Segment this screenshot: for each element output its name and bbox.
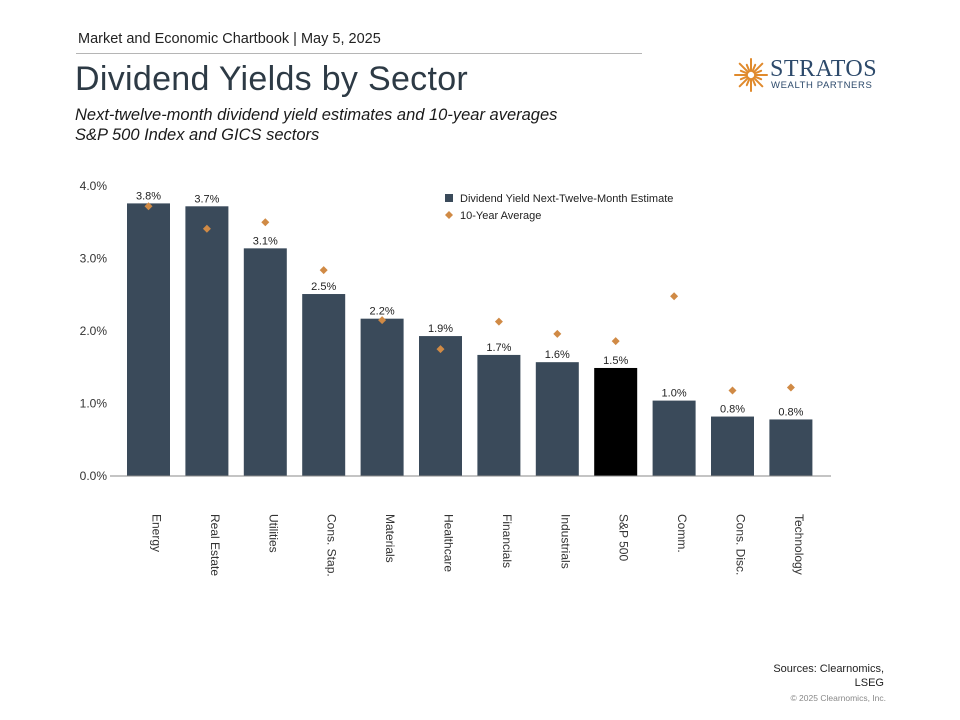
page-title: Dividend Yields by Sector: [75, 60, 469, 98]
bar-value-label: 3.8%: [136, 190, 161, 202]
category-label: Comm.: [675, 514, 689, 553]
ten-year-average-marker: [494, 317, 503, 326]
sunburst-ray: [753, 69, 763, 75]
bar-cons-disc: [711, 416, 754, 476]
y-tick-label: 2.0%: [80, 324, 108, 338]
ten-year-average-marker: [319, 266, 328, 275]
ten-year-average-marker: [378, 316, 387, 325]
category-label: S&P 500: [617, 514, 631, 561]
sunburst-ray: [739, 69, 749, 75]
y-tick-label: 0.0%: [80, 469, 108, 483]
bar-value-label: 1.0%: [662, 388, 687, 400]
bar-energy: [127, 203, 170, 476]
bar-value-label: 1.6%: [545, 349, 570, 361]
subtitle-line-2: S&P 500 Index and GICS sectors: [75, 126, 320, 144]
sunburst-ray: [751, 63, 757, 73]
bar-materials: [360, 318, 404, 476]
bar-cons-stap: [302, 294, 346, 476]
bar-comm: [652, 400, 696, 476]
ten-year-average-marker: [436, 345, 445, 354]
sources-line-1: Sources: Clearnomics,: [773, 663, 884, 675]
bar-value-label: 2.2%: [370, 306, 395, 318]
sunburst-ray: [752, 62, 764, 74]
sunburst-ray: [753, 75, 763, 81]
category-label: Real Estate: [208, 514, 222, 576]
bar-s-p-500: [594, 367, 638, 476]
bar-value-label: 2.5%: [311, 281, 336, 293]
bar-technology: [769, 419, 813, 476]
sunburst-ray: [752, 76, 764, 88]
category-label: Materials: [383, 514, 397, 563]
logo-name: STRATOS: [770, 56, 878, 82]
bar-real-estate: [185, 206, 229, 477]
bar-value-label: 3.7%: [194, 193, 219, 205]
y-tick-label: 1.0%: [80, 397, 108, 411]
sunburst-ray: [738, 76, 750, 88]
category-label: Utilities: [266, 514, 280, 553]
category-label: Healthcare: [442, 514, 456, 572]
ten-year-average-marker: [144, 202, 153, 211]
bar-industrials: [535, 362, 579, 476]
legend-label-average: 10-Year Average: [460, 210, 541, 222]
copyright: © 2025 Clearnomics, Inc.: [790, 693, 886, 703]
logo: STRATOS WEALTH PARTNERS: [734, 56, 894, 96]
chartbook-header: Market and Economic Chartbook | May 5, 2…: [78, 31, 381, 47]
ten-year-average-marker: [202, 224, 211, 233]
bar-financials: [477, 354, 521, 476]
category-label: Cons. Disc.: [734, 514, 748, 575]
category-label: Financials: [500, 514, 514, 568]
category-label: Cons. Stap.: [325, 514, 339, 577]
ten-year-average-marker: [670, 292, 679, 301]
bar-healthcare: [419, 336, 462, 476]
bar-value-label: 0.8%: [720, 404, 745, 416]
subtitle-line-1: Next-twelve-month dividend yield estimat…: [75, 106, 558, 124]
sunburst-ray: [745, 63, 751, 73]
category-label: Energy: [150, 514, 164, 552]
ten-year-average-marker: [553, 329, 562, 338]
legend-marker-swatch: [445, 211, 453, 219]
ten-year-average-marker: [728, 386, 737, 395]
sources-line-2: LSEG: [854, 677, 884, 689]
bar-value-label: 3.1%: [253, 235, 278, 247]
sunburst-ray: [751, 77, 757, 87]
category-label: Technology: [792, 514, 806, 575]
ten-year-average-marker: [786, 383, 795, 392]
header-divider: [76, 53, 642, 54]
ten-year-average-marker: [611, 337, 620, 346]
sunburst-ray: [739, 75, 749, 81]
bar-value-label: 0.8%: [778, 406, 803, 418]
bar-value-label: 1.5%: [603, 355, 628, 367]
sources: Sources: Clearnomics, LSEG: [684, 662, 884, 690]
sunburst-ray: [738, 62, 750, 74]
bar-utilities: [243, 248, 287, 476]
bar-value-label: 1.9%: [428, 323, 453, 335]
sunburst-ray: [745, 77, 751, 87]
legend-bar-swatch: [445, 194, 453, 202]
legend-label-estimate: Dividend Yield Next-Twelve-Month Estimat…: [460, 193, 673, 205]
ten-year-average-marker: [261, 218, 270, 227]
y-tick-label: 4.0%: [80, 179, 108, 193]
category-label: Industrials: [558, 514, 572, 569]
bar-value-label: 1.7%: [486, 342, 511, 354]
logo-tagline: WEALTH PARTNERS: [771, 80, 873, 91]
sunburst-icon: [734, 58, 768, 92]
y-tick-label: 3.0%: [80, 252, 108, 266]
